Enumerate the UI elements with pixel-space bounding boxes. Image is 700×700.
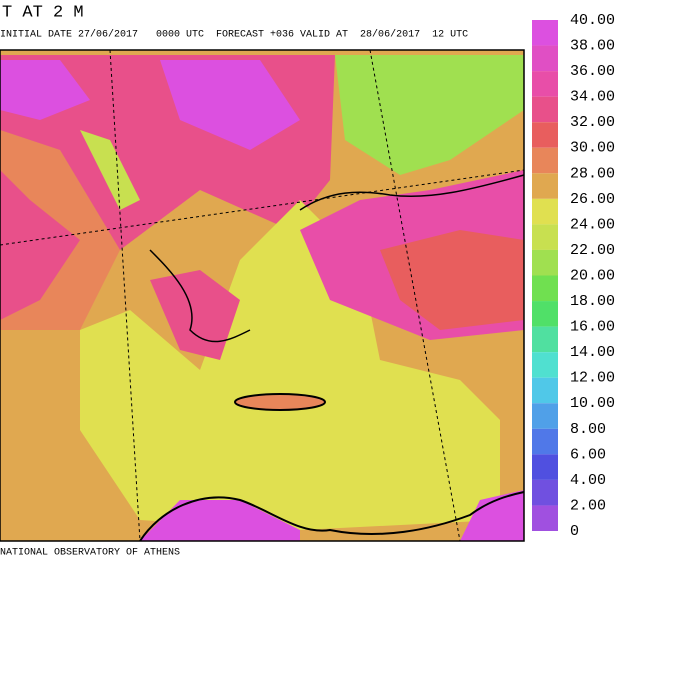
colorbar-swatch <box>532 428 558 455</box>
colorbar-swatch <box>532 326 558 353</box>
colorbar-swatch <box>532 96 558 123</box>
colorbar-swatch <box>532 301 558 327</box>
colorbar-label: 14.00 <box>570 344 615 361</box>
colorbar: 40.00 38.00 36.00 34.00 32.00 30.00 28.00 26.00… <box>532 12 615 540</box>
colorbar-label: 20.00 <box>570 267 615 284</box>
colorbar-label: 6.00 <box>570 446 606 463</box>
colorbar-swatch <box>532 45 558 72</box>
colorbar-label: 24.00 <box>570 216 615 233</box>
colorbar-swatch <box>532 352 558 378</box>
colorbar-swatch <box>532 454 558 480</box>
colorbar-label: 32.00 <box>570 114 615 131</box>
colorbar-label: 16.00 <box>570 319 615 336</box>
colorbar-label: 38.00 <box>570 38 615 55</box>
colorbar-label: 28.00 <box>570 165 615 182</box>
colorbar-swatch <box>532 275 558 302</box>
colorbar-label: 30.00 <box>570 140 615 157</box>
colorbar-swatch <box>532 505 558 531</box>
colorbar-label: 10.00 <box>570 395 615 412</box>
colorbar-swatch <box>532 198 558 225</box>
colorbar-swatch <box>532 147 558 174</box>
colorbar-label: 12.00 <box>570 370 615 387</box>
footer: NATIONAL OBSERVATORY OF ATHENS <box>0 548 180 559</box>
colorbar-label: 26.00 <box>570 191 615 208</box>
map <box>0 49 525 542</box>
colorbar-label: 8.00 <box>570 421 606 438</box>
colorbar-swatch <box>532 403 558 429</box>
subtitle: INITIAL DATE 27/06/2017 0000 UTC FORECAS… <box>0 29 468 41</box>
colorbar-swatch <box>532 249 558 276</box>
colorbar-swatch <box>532 479 558 506</box>
colorbar-swatch <box>532 20 558 46</box>
colorbar-swatch <box>532 377 558 404</box>
colorbar-label: 34.00 <box>570 89 615 106</box>
colorbar-swatch <box>532 173 558 199</box>
colorbar-label: 22.00 <box>570 242 615 259</box>
colorbar-swatch <box>532 71 558 97</box>
colorbar-label: 18.00 <box>570 293 615 310</box>
colorbar-label: 2.00 <box>570 497 606 514</box>
title: T AT 2 M <box>2 3 84 22</box>
colorbar-swatch <box>532 122 558 148</box>
colorbar-label: 4.00 <box>570 472 606 489</box>
colorbar-label: 40.00 <box>570 12 615 29</box>
colorbar-label: 36.00 <box>570 63 615 80</box>
colorbar-label: 0 <box>570 523 579 540</box>
colorbar-swatch <box>532 224 558 250</box>
